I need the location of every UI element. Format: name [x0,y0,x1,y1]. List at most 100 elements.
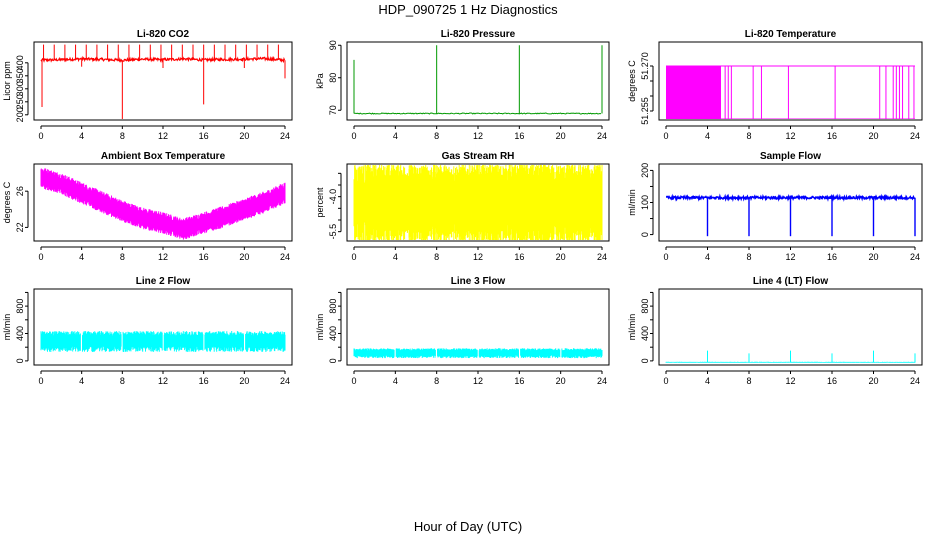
y-tick-label: 400 [15,55,25,70]
plot-frame [658,41,923,121]
y-tick-label: 800 [328,299,338,314]
x-tick-label: 16 [199,376,209,386]
y-tick-label: 0 [640,232,650,237]
panel-title: Sample Flow [760,151,821,162]
x-tick-label: 20 [868,376,878,386]
y-axis-label: ml/min [627,189,637,216]
x-tick-label: 12 [473,131,483,141]
x-tick-label: 8 [746,252,751,262]
panel-title: Line 3 Flow [451,276,506,287]
x-tick-label: 0 [38,376,43,386]
x-tick-label: 16 [827,376,837,386]
y-tick-label: 0 [15,358,25,363]
x-tick-label: 20 [556,252,566,262]
x-tick-label: 16 [199,131,209,141]
panel-sample_flow: Sample Flow 0 100 200 ml/min 0 4 8 12 16 20 24 [627,151,923,262]
plot-frame [33,41,293,121]
panel-title: Li-820 Temperature [745,29,837,40]
y-axis-label: degrees C [2,181,12,223]
x-tick-label: 8 [746,376,751,386]
y-tick-label: 51.270 [640,52,650,80]
x-tick-label: 24 [910,131,920,141]
plot-frame [658,288,923,366]
x-tick-label: 4 [79,376,84,386]
y-tick-label: 200 [640,163,650,178]
y-tick-label: 80 [328,73,338,83]
y-tick-label: 800 [15,299,25,314]
plot-frame [346,41,610,121]
x-tick-label: 20 [239,131,249,141]
x-tick-label: 8 [434,252,439,262]
x-tick-label: 20 [868,252,878,262]
x-tick-label: 0 [38,252,43,262]
plot-frame [346,163,610,242]
figure-x-axis-label: Hour of Day (UTC) [414,519,522,534]
x-tick-label: 8 [434,376,439,386]
x-tick-label: 24 [280,131,290,141]
data-layer [353,348,603,359]
x-tick-label: 12 [785,376,795,386]
x-tick-label: 24 [910,376,920,386]
y-axis-label: ml/min [2,314,12,341]
pressure-series-line [354,112,602,115]
x-tick-label: 24 [910,252,920,262]
plot-frame [346,288,610,366]
x-tick-label: 24 [280,252,290,262]
y-axis-label: ml/min [315,314,325,341]
y-tick-label: 400 [328,326,338,341]
x-tick-label: 12 [473,376,483,386]
x-tick-label: 20 [239,252,249,262]
x-tick-label: 8 [120,376,125,386]
y-tick-label: 250 [15,94,25,109]
x-tick-label: 4 [393,252,398,262]
panel-title: Line 2 Flow [136,276,191,287]
licor-temp-block [666,66,721,119]
plot-frame [658,163,923,242]
x-tick-label: 20 [239,376,249,386]
x-tick-label: 0 [351,131,356,141]
x-tick-label: 24 [280,376,290,386]
data-layer [40,331,286,352]
plot-frame [33,288,293,366]
y-tick-label: 100 [640,195,650,210]
co2-series-line [40,55,286,64]
x-tick-label: 24 [597,376,607,386]
y-tick-label: 0 [640,358,650,363]
y-tick-label: 70 [328,105,338,115]
y-tick-label: 51.255 [640,97,650,125]
figure-title: HDP_090725 1 Hz Diagnostics [378,2,558,17]
x-tick-label: 4 [393,131,398,141]
x-tick-label: 12 [158,131,168,141]
x-tick-label: 8 [746,131,751,141]
y-tick-label: -4.0 [328,189,338,205]
data-layer [665,193,916,237]
x-tick-label: 4 [393,376,398,386]
x-tick-label: 8 [434,131,439,141]
x-tick-label: 16 [199,252,209,262]
x-tick-label: 12 [785,131,795,141]
y-tick-label: -5.5 [328,224,338,240]
panel-title: Gas Stream RH [442,151,515,162]
x-tick-label: 12 [158,376,168,386]
panel-title: Line 4 (LT) Flow [753,276,829,287]
panel-pressure: Li-820 Pressure 70 80 90 kPa 0 4 8 12 16 20 24 [315,29,610,141]
data-layer [40,44,286,119]
x-tick-label: 16 [827,131,837,141]
x-tick-label: 0 [663,252,668,262]
rh-band [353,165,603,240]
data-layer [40,168,286,240]
x-tick-label: 4 [705,376,710,386]
x-tick-label: 12 [158,252,168,262]
x-tick-label: 16 [827,252,837,262]
x-tick-label: 8 [120,252,125,262]
data-layer [353,45,603,115]
line2-band [40,331,286,352]
